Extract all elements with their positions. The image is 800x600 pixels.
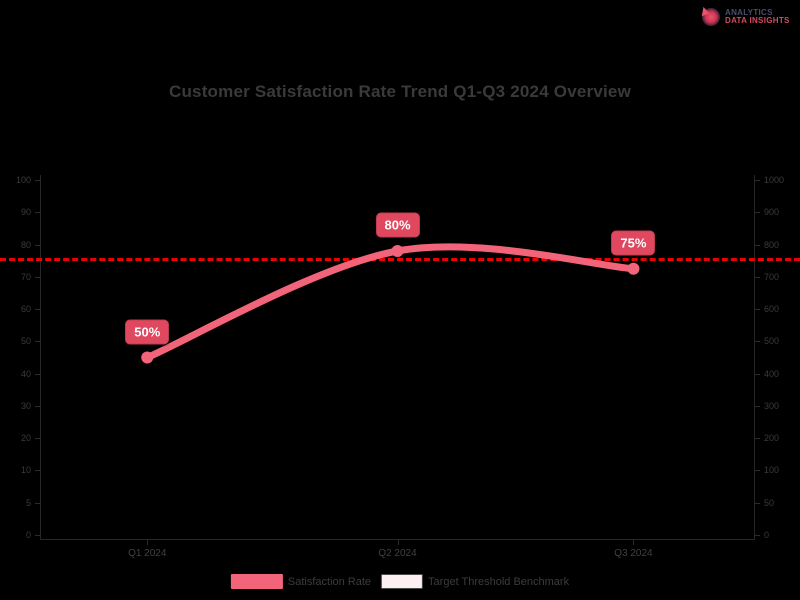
chart-title: Customer Satisfaction Rate Trend Q1-Q3 2…	[168, 82, 631, 101]
y-axis-left-label: 0	[25, 530, 31, 540]
y-axis-right-label: 600	[764, 304, 780, 315]
legend-swatch-solid-icon	[230, 574, 283, 589]
y-axis-left-label: 90	[20, 207, 31, 218]
y-tick-mark	[35, 470, 40, 472]
circle-spark-logo-icon	[698, 5, 722, 28]
y-tick-mark	[755, 438, 760, 440]
y-axis-right-label: 50	[764, 497, 775, 508]
y-axis-right-label: 300	[764, 400, 780, 411]
y-tick-mark	[35, 502, 40, 504]
y-tick-mark	[755, 502, 760, 504]
y-tick-mark	[35, 438, 40, 440]
y-axis-left-label: 70	[20, 271, 31, 282]
y-axis-left-label: 20	[20, 433, 31, 444]
y-tick-mark	[35, 405, 40, 407]
y-tick-mark	[35, 276, 40, 278]
y-tick-mark	[755, 470, 760, 472]
x-tick-mark	[147, 540, 149, 545]
y-tick-mark	[35, 373, 40, 375]
chart-legend: Satisfaction Rate Target Threshold Bench…	[225, 571, 575, 592]
logo-line-2: DATA INSIGHTS	[725, 16, 790, 25]
plot-area: 100 90 80 70 60 50 40 30 20 10 5 0 1000 900 800 700 600…	[0, 175, 800, 559]
y-axis-right-label: 700	[764, 271, 780, 282]
series-data-point[interactable]	[391, 245, 404, 257]
y-axis-left-label: 40	[20, 368, 31, 379]
y-tick-mark	[35, 535, 40, 536]
y-tick-mark	[755, 212, 760, 214]
y-axis-right-label: 0	[764, 530, 770, 540]
y-axis-left-line	[40, 175, 41, 540]
data-point-label: 75%	[611, 230, 656, 256]
legend-item-satisfaction-rate[interactable]: Satisfaction Rate	[230, 574, 372, 589]
legend-swatch-outline-icon	[381, 574, 424, 589]
data-point-label: 50%	[125, 319, 170, 344]
y-axis-right-label: 200	[764, 433, 780, 444]
y-axis-left-label: 10	[20, 465, 31, 476]
y-tick-mark	[35, 180, 40, 181]
y-tick-mark	[755, 309, 760, 311]
target-threshold-reference-line	[0, 258, 800, 262]
y-axis-left-label: 60	[20, 304, 31, 315]
series-data-point[interactable]	[627, 262, 640, 275]
y-tick-mark	[35, 244, 40, 246]
y-axis-right-label: 1000	[764, 175, 785, 185]
legend-label-1: Target Threshold Benchmark	[428, 575, 570, 588]
y-tick-mark	[755, 535, 760, 536]
y-axis-right-label: 100	[764, 465, 780, 476]
series-line-path	[143, 243, 637, 361]
y-axis-left-label: 100	[15, 175, 31, 185]
x-tick-mark	[633, 540, 635, 545]
x-axis-label: Q1 2024	[128, 548, 167, 559]
y-axis-right-label: 800	[764, 239, 780, 250]
y-axis-left-label: 80	[20, 239, 31, 250]
y-tick-mark	[35, 309, 40, 311]
satisfaction-rate-curve	[141, 243, 640, 364]
y-tick-mark	[755, 341, 760, 343]
y-axis-right-label: 400	[764, 368, 780, 379]
y-axis-left-label: 30	[20, 400, 31, 411]
series-data-point[interactable]	[141, 351, 154, 364]
y-tick-mark	[755, 244, 760, 246]
x-axis-label: Q3 2024	[614, 548, 653, 559]
brand-logo: ANALYTICS DATA INSIGHTS	[698, 2, 796, 32]
y-tick-mark	[35, 341, 40, 343]
logo-ring-shape	[702, 8, 720, 26]
y-tick-mark	[35, 212, 40, 214]
legend-item-target-threshold[interactable]: Target Threshold Benchmark	[381, 574, 569, 589]
data-point-label: 80%	[375, 212, 420, 238]
legend-label-0: Satisfaction Rate	[287, 575, 372, 588]
y-tick-mark	[755, 180, 760, 181]
logo-text-block: ANALYTICS DATA INSIGHTS	[725, 9, 790, 25]
x-axis-line	[40, 539, 755, 540]
y-axis-left-label: 50	[20, 336, 31, 347]
y-tick-mark	[755, 405, 760, 407]
y-axis-right-label: 500	[764, 336, 780, 347]
x-tick-mark	[397, 540, 399, 545]
y-axis-right-label: 900	[764, 207, 780, 218]
y-tick-mark	[755, 276, 760, 278]
y-axis-left-label: 5	[25, 497, 31, 508]
y-axis-right-line	[754, 175, 755, 540]
y-tick-mark	[755, 373, 760, 375]
x-axis-label: Q2 2024	[378, 548, 417, 559]
logo-line-1: ANALYTICS	[725, 8, 773, 17]
